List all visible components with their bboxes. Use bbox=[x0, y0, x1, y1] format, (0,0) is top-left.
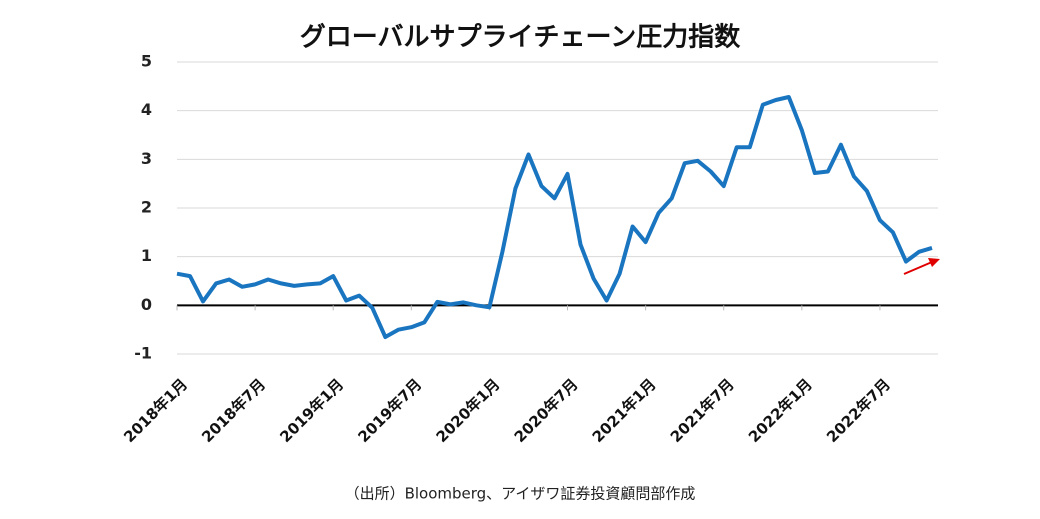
y-tick-label: -1 bbox=[134, 344, 152, 363]
x-tick-label: 2021年1月 bbox=[589, 375, 660, 446]
source-note: （出所）Bloomberg、アイザワ証券投資顧問部作成 bbox=[345, 485, 696, 503]
y-tick-label: 5 bbox=[141, 52, 152, 71]
x-tick-label: 2020年7月 bbox=[511, 375, 582, 446]
y-tick-label: 1 bbox=[141, 246, 152, 265]
x-tick-label: 2018年1月 bbox=[120, 375, 191, 446]
x-tick-label: 2022年1月 bbox=[745, 375, 816, 446]
y-tick-label: 3 bbox=[141, 149, 152, 168]
y-tick-label: 0 bbox=[141, 295, 152, 314]
x-tick-label: 2020年1月 bbox=[433, 375, 504, 446]
x-tick-label: 2019年7月 bbox=[354, 375, 425, 446]
x-tick-label: 2019年1月 bbox=[276, 375, 347, 446]
x-tick-label: 2018年7月 bbox=[198, 375, 269, 446]
data-line bbox=[176, 95, 933, 339]
chart-title: グローバルサプライチェーン圧力指数 bbox=[300, 23, 741, 53]
trend-arrow bbox=[903, 258, 940, 275]
x-tick-label: 2022年7月 bbox=[823, 375, 894, 446]
y-tick-label: 4 bbox=[141, 100, 152, 119]
y-tick-label: 2 bbox=[141, 198, 152, 217]
x-tick-label: 2021年7月 bbox=[667, 375, 738, 446]
